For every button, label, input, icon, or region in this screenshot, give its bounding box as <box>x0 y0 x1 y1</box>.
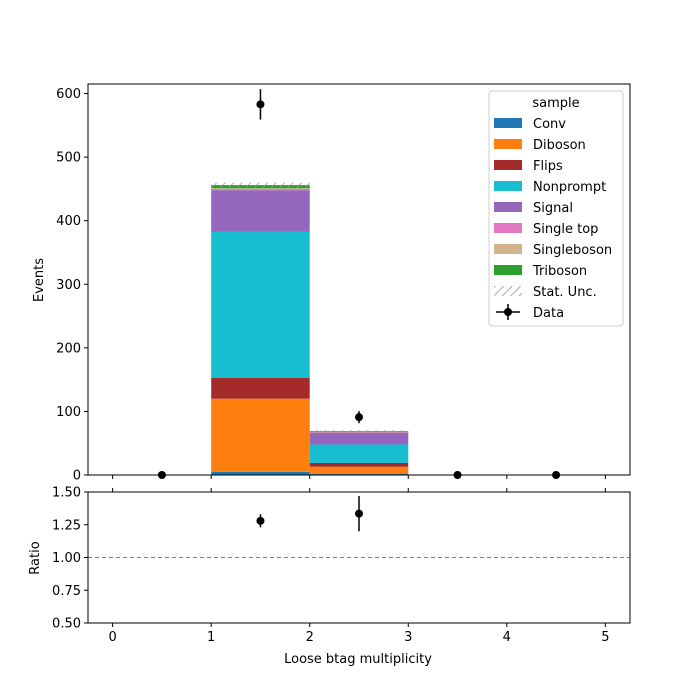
main-panel: 0 100 200 300 400 500 600 Events <box>32 83 631 484</box>
stat-unc-band <box>309 430 409 433</box>
legend: sample Conv Diboson Flips Nonprompt Signal Si… <box>488 90 624 327</box>
ratio-point <box>256 516 265 525</box>
legend-label-triboson: Triboson <box>532 264 587 279</box>
bar-conv <box>309 473 409 475</box>
ratio-point <box>355 509 363 518</box>
y-tick-label: 300 <box>56 278 81 293</box>
y-tick-label: 400 <box>56 214 81 229</box>
legend-swatch-triboson <box>494 265 522 275</box>
x-tick-label: 4 <box>503 630 511 645</box>
legend-label-diboson: Diboson <box>533 138 586 153</box>
ratio-y-tick-label: 1.25 <box>52 518 81 533</box>
x-tick-label: 2 <box>306 630 314 645</box>
ratio-y-tick-label: 1.50 <box>52 486 81 501</box>
y-tick-label: 200 <box>56 341 81 356</box>
ratio-y-tick-label: 0.75 <box>52 584 81 599</box>
y-axis-label: Events <box>32 258 47 302</box>
legend-swatch-singleboson <box>494 244 522 254</box>
x-tick-label: 5 <box>601 630 609 645</box>
x-tick-label: 3 <box>404 630 412 645</box>
y-tick-label: 0 <box>73 469 81 484</box>
data-point <box>256 100 265 109</box>
bar-conv <box>211 471 310 475</box>
y-tick-label: 600 <box>56 87 81 102</box>
legend-label-flips: Flips <box>533 159 563 174</box>
bar-nonprompt <box>309 444 409 463</box>
x-axis-label: Loose btag multiplicity <box>284 652 432 667</box>
legend-swatch-flips <box>494 160 522 170</box>
ratio-y-tick-label: 1.00 <box>52 551 81 566</box>
bar-diboson <box>309 466 409 474</box>
bar-flips <box>211 377 310 399</box>
legend-swatch-nonprompt <box>494 181 522 191</box>
legend-label-conv: Conv <box>533 117 566 132</box>
bar-singleboson <box>211 188 310 189</box>
legend-label-stat-unc: Stat. Unc. <box>533 285 597 300</box>
bar-signal <box>211 190 310 232</box>
legend-marker-data <box>504 308 512 316</box>
main-plot-frame <box>87 83 631 476</box>
legend-swatch-single-top <box>494 223 522 233</box>
y-tick-label: 500 <box>56 151 81 166</box>
legend-swatch-diboson <box>494 139 522 149</box>
legend-swatch-signal <box>494 202 522 212</box>
bar-diboson <box>211 398 310 472</box>
legend-label-signal: Signal <box>533 201 573 216</box>
legend-label-data: Data <box>533 306 564 321</box>
legend-label-singleboson: Singleboson <box>533 243 612 258</box>
legend-label-nonprompt: Nonprompt <box>533 180 606 195</box>
x-tick-label: 1 <box>207 630 215 645</box>
bar-flips <box>309 462 409 467</box>
legend-swatch-conv <box>494 118 522 128</box>
legend-label-single-top: Single top <box>533 222 598 237</box>
ratio-y-tick-label: 0.50 <box>52 617 81 632</box>
stat-unc-band <box>211 182 310 188</box>
bar-signal <box>309 432 409 445</box>
bar-singleboson <box>309 431 409 433</box>
ratio-panel: 0.50 0.75 1.00 1.25 1.50 0 1 2 3 4 5 Ratio Loose … <box>28 486 631 667</box>
bar-single-top <box>211 188 310 191</box>
data-point <box>355 413 363 422</box>
legend-swatch-stat-unc <box>494 286 522 296</box>
x-tick-label: 0 <box>108 630 116 645</box>
bar-nonprompt <box>211 231 310 378</box>
legend-title: sample <box>532 96 579 111</box>
legend-frame <box>488 90 624 327</box>
ratio-y-axis-label: Ratio <box>28 541 43 574</box>
y-tick-label: 100 <box>56 405 81 420</box>
